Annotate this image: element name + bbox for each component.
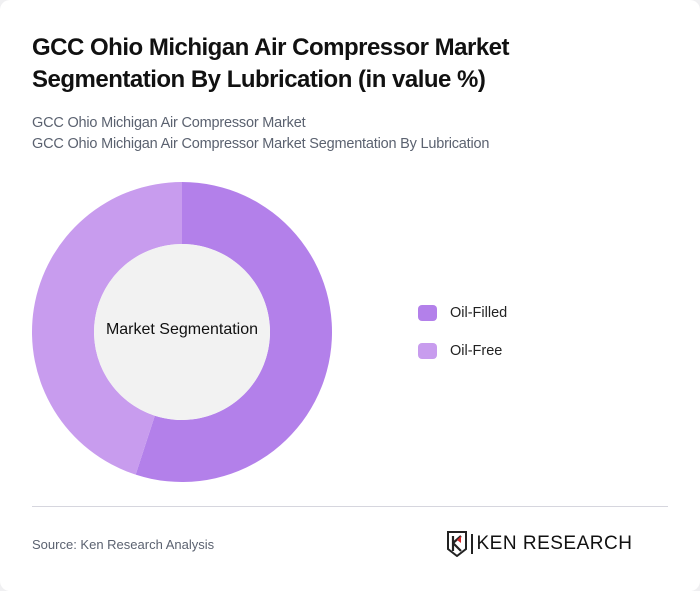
donut-slice-oil-free[interactable] (31, 182, 183, 475)
legend-label: Oil-Free (450, 343, 503, 359)
legend-item-oil-filled[interactable]: Oil-Filled (418, 303, 507, 323)
ken-research-logo: KEN RESEARCH (447, 531, 632, 557)
donut-center-label: Market Segmentation (105, 321, 259, 338)
footer-divider (32, 506, 668, 507)
legend-swatch-oil-filled (418, 305, 437, 321)
legend-item-oil-free[interactable]: Oil-Free (418, 341, 507, 361)
chart-title: GCC Ohio Michigan Air Compressor Market … (32, 34, 510, 93)
chart-legend: Oil-Filled Oil-Free (418, 303, 507, 379)
ken-research-shield-icon (447, 531, 467, 557)
legend-label: Oil-Filled (450, 305, 508, 321)
legend-swatch-oil-free (418, 343, 437, 359)
donut-chart (31, 182, 333, 482)
donut-hole (94, 244, 270, 420)
subtitle-line-2: GCC Ohio Michigan Air Compressor Market … (32, 136, 490, 152)
subtitle-line-1: GCC Ohio Michigan Air Compressor Market (32, 115, 306, 131)
logo-text: KEN RESEARCH (476, 533, 633, 554)
source-note: Source: Ken Research Analysis (32, 537, 215, 552)
chart-subtitle: GCC Ohio Michigan Air Compressor Market … (32, 113, 489, 155)
logo-separator (471, 534, 473, 554)
donut-slice-oil-filled[interactable] (135, 182, 333, 482)
